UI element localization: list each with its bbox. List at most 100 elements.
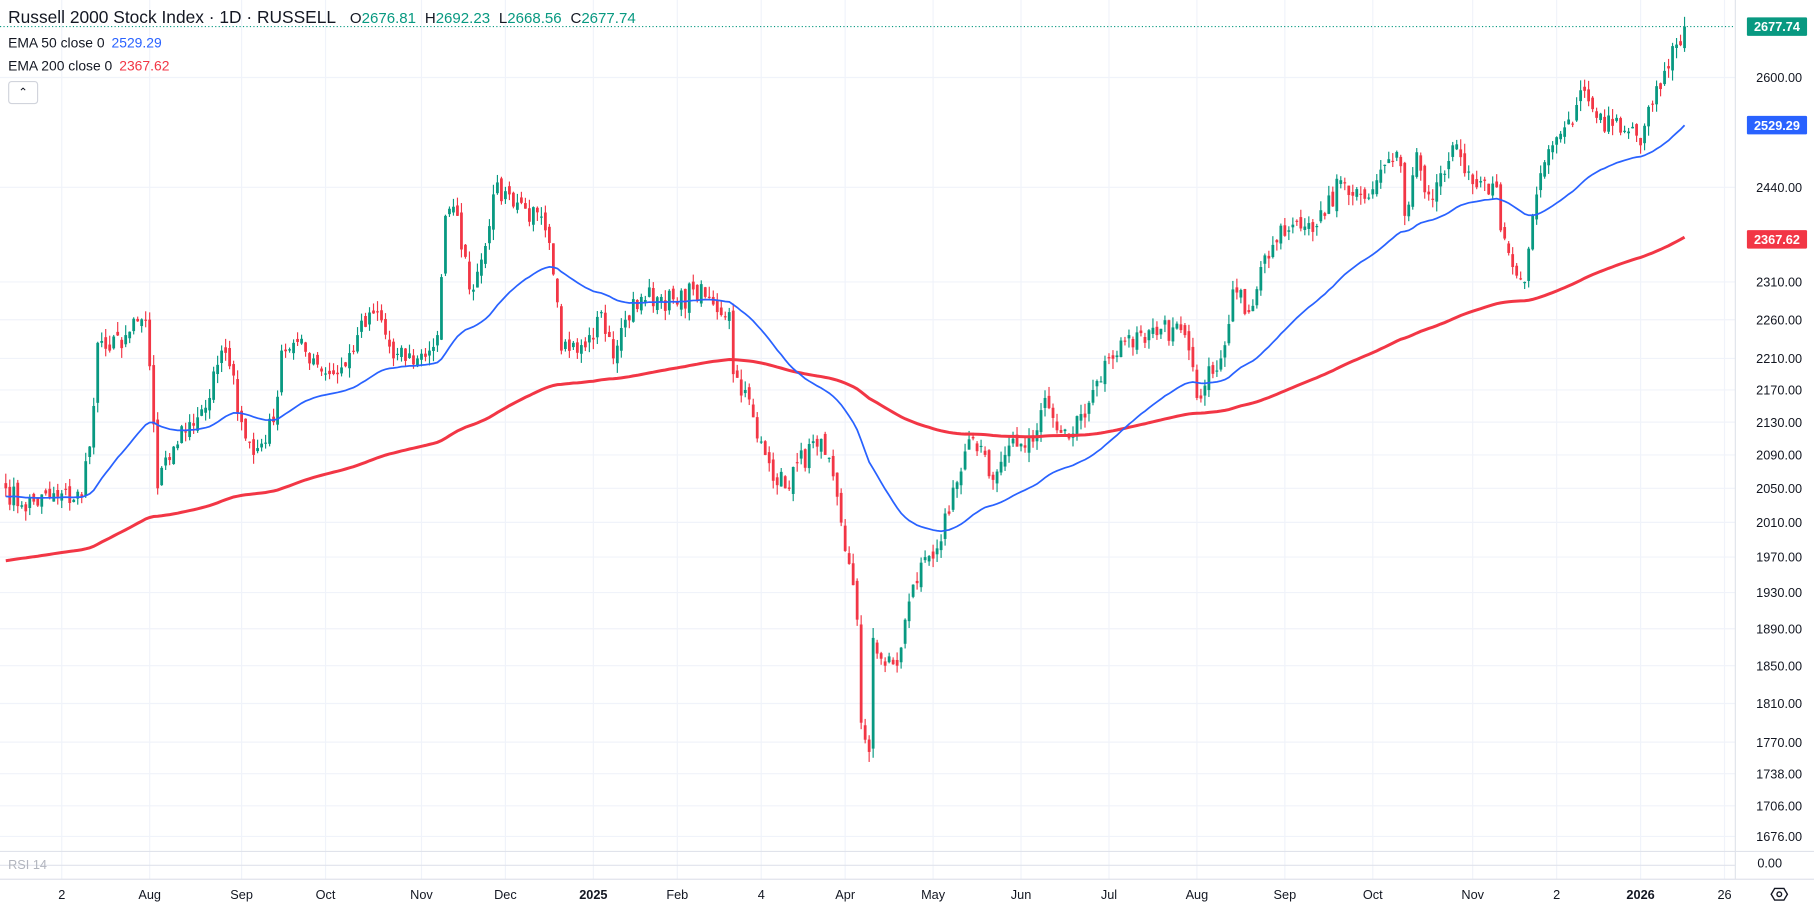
candle-body (727, 312, 731, 321)
candle-body (528, 208, 531, 222)
candle-body (1211, 365, 1215, 374)
candle-body (1331, 191, 1335, 207)
candle (1279, 223, 1283, 250)
candle-body (575, 342, 579, 353)
candle-body (1043, 397, 1047, 408)
candle-body (1503, 227, 1507, 239)
candle-body (8, 486, 12, 505)
candle-body (555, 278, 559, 303)
eye-settings-icon[interactable] (1770, 885, 1789, 904)
candle (1587, 80, 1591, 107)
candle-body (807, 444, 811, 469)
candle (1675, 37, 1678, 59)
price-tick-label: 2130.00 (1756, 415, 1802, 430)
candle-body (240, 410, 243, 423)
candle (1223, 341, 1227, 367)
candle-body (671, 288, 675, 300)
candle (480, 253, 483, 284)
candle-body (1091, 389, 1095, 403)
candle (823, 431, 827, 455)
candle (1159, 328, 1163, 339)
rsi-label[interactable]: RSI 14 (8, 858, 48, 873)
candle (256, 439, 259, 454)
candle (392, 338, 395, 367)
candle-body (1487, 183, 1491, 195)
candle-body (1363, 189, 1367, 199)
candle (1075, 415, 1079, 441)
candle-body (1623, 130, 1626, 132)
candle (1083, 403, 1087, 428)
candle (192, 413, 196, 434)
candle-body (368, 312, 371, 325)
candle (1579, 80, 1583, 112)
candle (1671, 42, 1674, 81)
candle (1371, 181, 1375, 199)
candle (903, 618, 907, 649)
candle-body (871, 637, 875, 749)
candle (1423, 164, 1427, 199)
candle (643, 295, 647, 307)
candle (883, 657, 887, 673)
indicator-ema50[interactable]: EMA 50 close 0 2529.29 (8, 35, 636, 51)
candle (1055, 413, 1059, 434)
candle-body (1323, 213, 1327, 216)
candle (1355, 187, 1359, 201)
candle-body (1267, 255, 1271, 259)
candle (1663, 62, 1666, 86)
candle-body (1195, 369, 1199, 398)
collapse-legend-button[interactable]: ⌃ (8, 80, 39, 105)
candle (1487, 183, 1491, 196)
high-value: 2692.23 (435, 9, 491, 27)
candle-body (280, 350, 283, 393)
candle-body (971, 436, 975, 439)
candle-body (492, 194, 495, 230)
candle (72, 498, 76, 503)
symbol-title[interactable]: Russell 2000 Stock Index · 1D · RUSSELL (8, 8, 337, 28)
candle (1459, 139, 1463, 166)
candle-body (412, 355, 415, 365)
candle (460, 203, 463, 258)
candle (1251, 299, 1255, 312)
candle (827, 457, 831, 463)
candle (1527, 246, 1531, 288)
candle-body (839, 492, 843, 523)
candle-body (244, 418, 247, 439)
candle-body (1479, 181, 1483, 183)
candle (755, 412, 759, 443)
candle (595, 311, 599, 345)
candle (863, 718, 867, 744)
candle-body (496, 182, 499, 194)
candle-body (1563, 127, 1567, 137)
candle (1323, 211, 1327, 220)
candle (532, 206, 535, 232)
candle (492, 184, 495, 241)
candle (1463, 143, 1467, 177)
time-axis[interactable]: 2 Aug Sep Oct Nov Dec 2025 Feb 4 Apr May Jun Jul Aug S… (58, 887, 1731, 902)
candle-body (1499, 184, 1503, 231)
candle (1219, 350, 1223, 372)
candle (703, 286, 707, 299)
candle-body (1595, 111, 1599, 118)
candle-body (1371, 189, 1375, 195)
candle-body (551, 243, 555, 275)
candle (579, 339, 583, 363)
candle-body (1671, 46, 1674, 71)
low-value: 2668.56 (507, 9, 562, 27)
candle-body (739, 379, 743, 396)
candle-body (172, 446, 176, 464)
candle (807, 438, 811, 474)
candle (432, 338, 435, 362)
candle (1403, 161, 1407, 226)
candle-body (1511, 254, 1515, 268)
indicator-ema200[interactable]: EMA 200 close 0 2367.62 (8, 58, 636, 74)
price-tick-label: 1810.00 (1756, 696, 1802, 711)
candle (767, 446, 771, 472)
price-axis[interactable]: 2600.00 2440.00 2310.00 2260.00 2210.00 2170.… (1756, 70, 1802, 844)
candle (1007, 436, 1011, 463)
candle-body (1011, 438, 1015, 444)
candle-body (1315, 226, 1319, 228)
time-tick-label: Jul (1101, 887, 1117, 902)
candle (124, 325, 128, 348)
candle (108, 335, 112, 353)
